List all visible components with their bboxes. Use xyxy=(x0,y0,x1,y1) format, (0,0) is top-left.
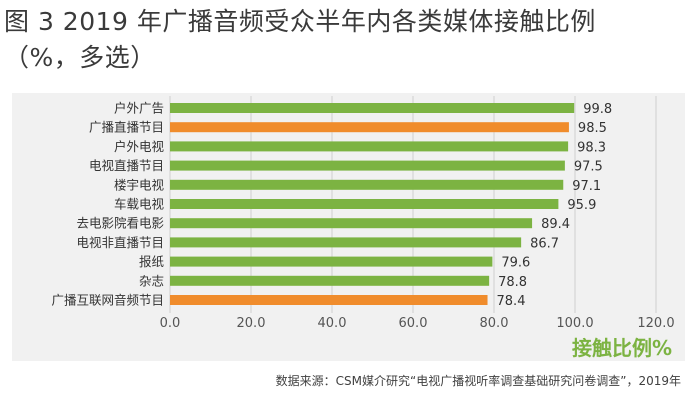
x-tick-label: 0.0 xyxy=(160,316,181,331)
data-label: 78.4 xyxy=(497,294,526,309)
title-line-1: 图 3 2019 年广播音频受众半年内各类媒体接触比例 xyxy=(4,7,596,36)
bar xyxy=(170,256,493,267)
x-tick-label: 40.0 xyxy=(318,316,347,331)
x-axis-label: 接触比例% xyxy=(572,336,672,360)
category-label: 车载电视 xyxy=(114,197,165,212)
bar xyxy=(170,179,564,190)
x-tick-label: 60.0 xyxy=(399,316,428,331)
bar xyxy=(170,295,488,305)
category-label: 杂志 xyxy=(139,273,164,288)
category-label: 广播直播节目 xyxy=(89,120,164,135)
category-label: 电视非直播节目 xyxy=(76,235,164,250)
category-label: 电视直播节目 xyxy=(89,158,164,173)
chart-title: 图 3 2019 年广播音频受众半年内各类媒体接触比例 （%，多选） xyxy=(4,4,692,76)
x-tick-label: 80.0 xyxy=(480,316,509,331)
data-label: 97.5 xyxy=(574,160,603,175)
data-label: 95.9 xyxy=(567,198,596,213)
data-label: 89.4 xyxy=(541,217,570,232)
x-tick-label: 20.0 xyxy=(237,316,266,331)
data-label: 98.5 xyxy=(578,121,607,136)
bar xyxy=(170,275,490,286)
category-label: 去电影院看电影 xyxy=(76,216,164,231)
x-tick-label: 100.0 xyxy=(556,316,593,331)
category-label: 报纸 xyxy=(139,254,165,269)
bar xyxy=(170,199,559,209)
category-label: 广播互联网音频节目 xyxy=(51,293,164,308)
category-label: 户外电视 xyxy=(114,139,165,154)
bar xyxy=(170,160,565,171)
data-label: 98.3 xyxy=(577,140,606,155)
data-label: 86.7 xyxy=(530,236,559,251)
bar xyxy=(170,218,533,229)
data-label: 97.1 xyxy=(572,179,601,194)
x-tick-label: 120.0 xyxy=(637,316,674,331)
title-line-2: （%，多选） xyxy=(4,43,156,72)
bar xyxy=(170,237,522,248)
category-label: 户外广告 xyxy=(114,101,164,116)
data-label: 79.6 xyxy=(501,256,530,271)
bar xyxy=(170,122,569,133)
bar xyxy=(170,103,575,113)
category-label: 楼宇电视 xyxy=(114,177,165,192)
source-note: 数据来源：CSM媒介研究“电视广播视听率调查基础研究问卷调查”，2019年 xyxy=(275,374,681,388)
data-label: 78.8 xyxy=(498,275,527,290)
data-label: 99.8 xyxy=(583,102,612,117)
bar xyxy=(170,141,569,152)
